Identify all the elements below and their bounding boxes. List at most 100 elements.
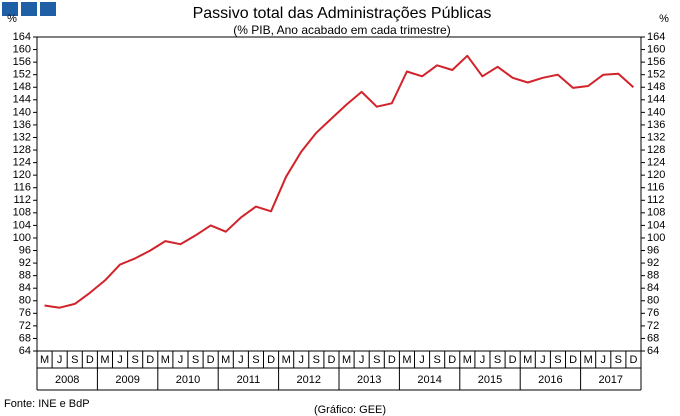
chart-subtitle: (% PIB, Ano acabado em cada trimestre) (233, 23, 450, 37)
x-tick-label: J (117, 354, 123, 366)
logo-square (21, 2, 37, 16)
y-tick-label: 84 (19, 282, 31, 294)
y2-tick-label: 84 (647, 282, 659, 294)
y2-tick-label: 140 (647, 106, 665, 118)
y2-tick-label: 124 (647, 157, 665, 169)
x-tick-label: S (71, 354, 78, 366)
x-tick-label: S (192, 354, 199, 366)
x-tick-label: M (221, 354, 230, 366)
y-tick-label: 112 (13, 194, 31, 206)
year-label: 2016 (538, 374, 562, 386)
y-tick-label: 164 (13, 31, 31, 43)
y2-tick-label: 164 (647, 31, 665, 43)
year-label: 2008 (55, 374, 79, 386)
x-tick-label: M (584, 354, 593, 366)
x-tick-label: S (313, 354, 320, 366)
x-tick-label: S (373, 354, 380, 366)
y2-tick-label: 80 (647, 295, 659, 307)
y2-tick-label: 68 (647, 332, 659, 344)
y2-tick-label: 100 (647, 232, 665, 244)
x-tick-label: S (615, 354, 622, 366)
x-tick-label: M (463, 354, 472, 366)
y-tick-label: 108 (13, 207, 31, 219)
y-tick-label: 116 (13, 182, 31, 194)
y-tick-label: 64 (19, 345, 31, 357)
y-tick-label: 160 (13, 43, 31, 55)
x-tick-label: M (161, 354, 170, 366)
year-label: 2015 (478, 374, 502, 386)
x-tick-label: S (433, 354, 440, 366)
chart-title: Passivo total das Administrações Pública… (193, 5, 492, 22)
x-tick-label: D (267, 354, 275, 366)
y-tick-label: 124 (13, 157, 31, 169)
year-label: 2011 (237, 374, 261, 386)
x-tick-label: J (178, 354, 184, 366)
x-tick-label: S (554, 354, 561, 366)
y2-tick-label: 152 (647, 69, 665, 81)
y2-tick-label: 96 (647, 244, 659, 256)
y2-tick-label: 148 (647, 81, 665, 93)
y2-tick-label: 108 (647, 207, 665, 219)
y-tick-label: 140 (13, 106, 31, 118)
y-tick-label: 136 (13, 119, 31, 131)
y2-tick-label: 72 (647, 320, 659, 332)
y2-tick-label: 128 (647, 144, 665, 156)
x-tick-label: D (509, 354, 517, 366)
year-label: 2013 (357, 374, 381, 386)
x-tick-label: D (146, 354, 154, 366)
y2-tick-label: 76 (647, 307, 659, 319)
x-tick-label: D (207, 354, 215, 366)
y2-tick-label: 120 (647, 169, 665, 181)
x-tick-label: D (569, 354, 577, 366)
year-label: 2014 (417, 374, 441, 386)
y-tick-label: 156 (13, 56, 31, 68)
y-tick-label: 92 (19, 257, 31, 269)
y-tick-label: 132 (13, 131, 31, 143)
y2-tick-label: 156 (647, 56, 665, 68)
x-tick-label: S (252, 354, 259, 366)
x-tick-label: J (419, 354, 425, 366)
y-tick-label: 128 (13, 144, 31, 156)
x-tick-label: J (299, 354, 305, 366)
x-tick-label: D (448, 354, 456, 366)
x-tick-label: D (86, 354, 94, 366)
y2-tick-label: 112 (647, 194, 665, 206)
plot-frame (36, 36, 642, 352)
source: Fonte: INE e BdP (4, 398, 90, 410)
y-tick-label: 144 (13, 94, 31, 106)
x-tick-label: D (629, 354, 637, 366)
x-tick-label: M (523, 354, 532, 366)
x-tick-label: S (131, 354, 138, 366)
y-tick-label: 100 (13, 232, 31, 244)
year-label: 2012 (297, 374, 321, 386)
x-tick-label: J (540, 354, 546, 366)
y2-tick-label: 136 (647, 119, 665, 131)
x-tick-label: J (359, 354, 365, 366)
year-label: 2017 (599, 374, 623, 386)
y-tick-label: 104 (13, 219, 31, 231)
credit: (Gráfico: GEE) (314, 404, 386, 416)
y-tick-label: 148 (13, 81, 31, 93)
y-tick-label: 96 (19, 244, 31, 256)
x-tick-label: M (402, 354, 411, 366)
y2-tick-label: 160 (647, 43, 665, 55)
y-tick-label: 68 (19, 332, 31, 344)
y2-tick-label: 88 (647, 270, 659, 282)
y-tick-label: 88 (19, 270, 31, 282)
x-tick-label: J (238, 354, 244, 366)
y-tick-label: 152 (13, 69, 31, 81)
y2-tick-label: 64 (647, 345, 659, 357)
y2-tick-label: 132 (647, 131, 665, 143)
y2-tick-label: 116 (647, 182, 665, 194)
y-tick-label: 120 (13, 169, 31, 181)
x-tick-label: J (601, 354, 607, 366)
y-axis-label: % (7, 13, 17, 25)
x-tick-label: D (388, 354, 396, 366)
x-tick-label: J (480, 354, 486, 366)
x-tick-label: J (57, 354, 63, 366)
y2-axis-label: % (659, 13, 669, 25)
logo-square (2, 2, 18, 16)
y2-tick-label: 92 (647, 257, 659, 269)
x-tick-label: D (327, 354, 335, 366)
